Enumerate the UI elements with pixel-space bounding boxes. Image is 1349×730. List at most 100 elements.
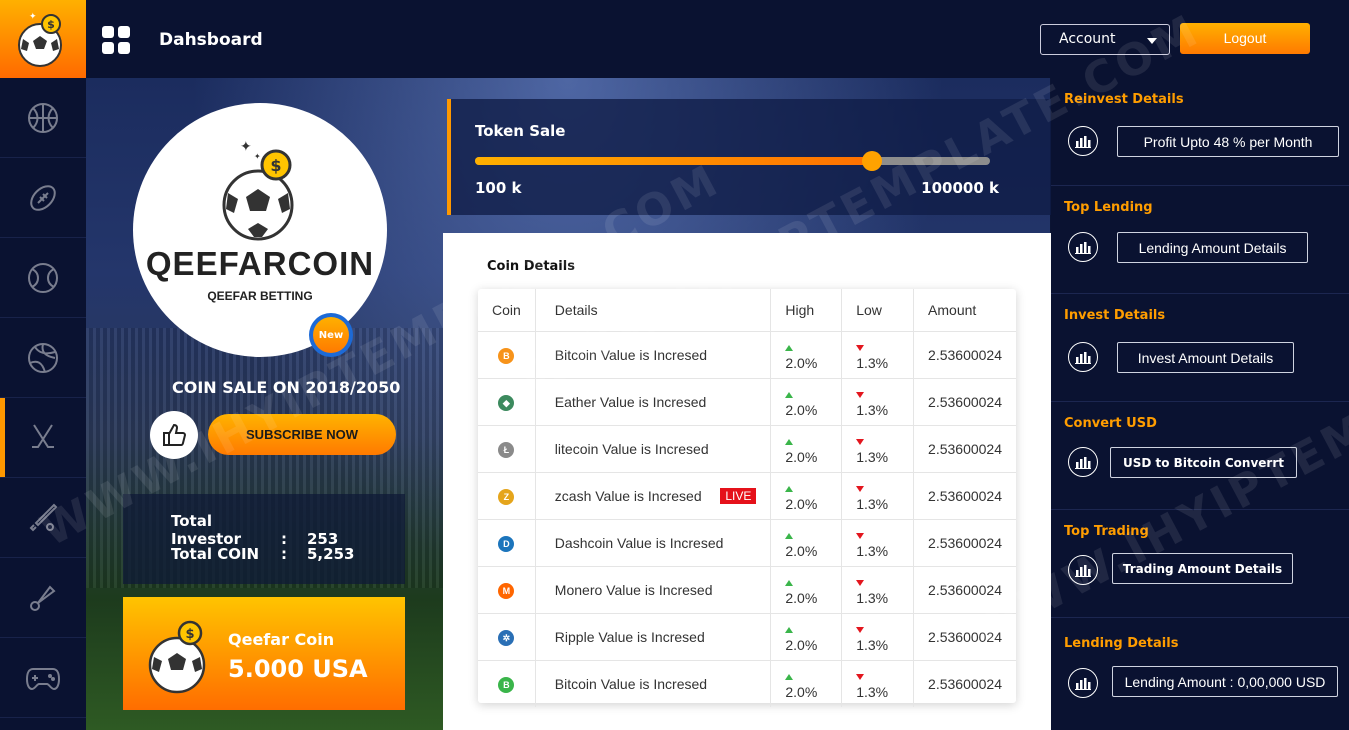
table-row[interactable]: D Dashcoin Value is Incresed 2.0% 1.3% 2.536… [478,519,1016,567]
lending-total-button[interactable]: Lending Amount : 0,00,000 USD [1112,666,1338,697]
stat-label: Total COIN [171,545,260,563]
nav-item-volleyball[interactable] [0,318,86,398]
live-badge: LIVE [720,487,757,504]
arrow-down-icon [856,344,865,351]
nav-item-football[interactable] [0,158,86,238]
nav-item-gamepad[interactable] [0,638,86,718]
bar-chart-icon[interactable] [1068,555,1098,585]
table-row[interactable]: B Bitcoin Value is Incresed 2.0% 1.3% 2.5360… [478,660,1016,707]
amount-cell: 2.53600024 [913,425,1016,473]
nav-item-hockey[interactable] [0,398,86,478]
bar-chart-icon[interactable] [1068,668,1098,698]
arrow-down-icon [856,391,865,398]
dash-icon: D [498,535,515,552]
football-icon [30,184,56,211]
column-header-amount: Amount [913,289,1016,332]
coin-cell: M [478,566,536,614]
brand-circle: $ ✦ ✦ QEEFARCOIN QEEFAR BETTING [133,103,387,357]
trading-amount-button[interactable]: Trading Amount Details [1112,553,1293,584]
bar-chart-icon[interactable] [1068,232,1098,262]
details-cell: Ripple Value is Incresed [535,613,772,661]
arrow-up-icon [785,532,794,539]
stat-value: 253 [307,530,339,548]
section-title: Invest Details [1064,308,1166,323]
coin-cell: Ł [478,425,536,473]
lending-amount-button[interactable]: Lending Amount Details [1117,232,1308,263]
details-cell: Eather Value is Incresed [535,378,772,426]
table-row[interactable]: B Bitcoin Value is Incresed 2.0% 1.3% 2.5360… [478,331,1016,379]
bar-chart-icon[interactable] [1068,342,1098,372]
litecoin-icon: Ł [498,441,515,458]
token-sale-handle[interactable] [861,151,882,171]
table-header-row: Coin Details High Low Amount [478,289,1016,332]
sidebar-section-top-lending: Top Lending Lending Amount Details [1051,186,1349,294]
svg-text:✦: ✦ [254,152,261,161]
arrow-up-icon [785,579,794,586]
profit-button[interactable]: Profit Upto 48 % per Month [1117,126,1339,157]
nav-item-basketball[interactable] [0,78,86,158]
table-row[interactable]: ◆ Eather Value is Incresed 2.0% 1.3% 2.53600… [478,378,1016,426]
right-sidebar: Reinvest Details Profit Upto 48 % per Mo… [1051,78,1349,730]
svg-text:$: $ [270,156,281,175]
nav-item-baseball[interactable] [0,478,86,558]
stats-box: Total Investor: 253 Total COIN: 5,253 [123,494,405,584]
account-dropdown[interactable]: Account [1040,24,1170,55]
low-cell: 1.3% [841,613,915,661]
convert-button[interactable]: USD to Bitcoin Converrt [1110,447,1297,478]
svg-text:✦: ✦ [29,12,37,22]
bar-chart-icon[interactable] [1068,126,1098,156]
coin-details-text: Bitcoin Value is Incresed [554,346,708,363]
coin-cell: ◆ [478,378,536,426]
new-badge-label: New [313,317,349,353]
tennis-icon [28,262,58,293]
account-label: Account [1059,31,1116,47]
nav-item-shuttlecock[interactable] [0,558,86,638]
subscribe-button[interactable]: SUBSCRIBE NOW [208,414,396,455]
table-row[interactable]: ✲ Ripple Value is Incresed 2.0% 1.3% 2.53600… [478,613,1016,661]
brand-name: QEEFARCOIN [145,245,375,282]
bitcoin-green-icon: B [498,676,515,693]
arrow-up-icon [785,438,794,445]
high-cell: 2.0% [770,566,843,614]
low-cell: 1.3% [841,378,915,426]
svg-text:✦: ✦ [240,139,252,155]
stat-total-investor: Total Investor: 253 [171,512,338,548]
stat-separator: : [281,530,287,548]
invest-amount-button[interactable]: Invest Amount Details [1117,342,1294,373]
arrow-down-icon [856,673,865,680]
arrow-up-icon [785,485,794,492]
high-cell: 2.0% [770,425,843,473]
high-cell: 2.0% [770,660,843,707]
logout-button[interactable]: Logout [1180,23,1310,54]
coin-details-panel: Coin Details Coin Details High Low Amoun… [443,233,1051,730]
low-cell: 1.3% [841,519,915,567]
soccer-coin-logo-icon: $ ✦ [18,12,62,67]
logo[interactable]: $ ✦ [0,0,86,78]
top-bar: $ ✦ Dahsboard Account Logout [0,0,1349,78]
brand-subtitle: QEEFAR BETTING [207,289,313,303]
menu-grid-icon[interactable] [102,26,130,54]
column-header-high: High [770,289,843,332]
nav-item-tennis[interactable] [0,238,86,318]
table-row[interactable]: M Monero Value is Incresed 2.0% 1.3% 2.53600… [478,566,1016,614]
coin-cell: ✲ [478,613,536,661]
basketball-icon [28,102,58,133]
coin-details-table-card: Coin Details High Low Amount B Bitcoin Va… [478,289,1016,707]
svg-text:$: $ [47,18,55,31]
high-cell: 2.0% [770,613,843,661]
high-value: 2.0% [785,589,818,606]
like-button[interactable] [150,411,198,459]
token-sale-slider[interactable] [475,151,990,171]
section-title: Reinvest Details [1064,92,1184,107]
new-badge: New [309,313,353,357]
token-sale-panel: Token Sale 100 k 100000 k [447,99,1051,215]
page-title: Dahsboard [159,30,263,50]
coin-cell: B [478,660,536,707]
low-cell: 1.3% [841,566,915,614]
coin-details-text: Dashcoin Value is Incresed [554,534,724,551]
bar-chart-icon[interactable] [1068,447,1098,477]
high-cell: 2.0% [770,331,843,379]
high-value: 2.0% [785,354,818,371]
